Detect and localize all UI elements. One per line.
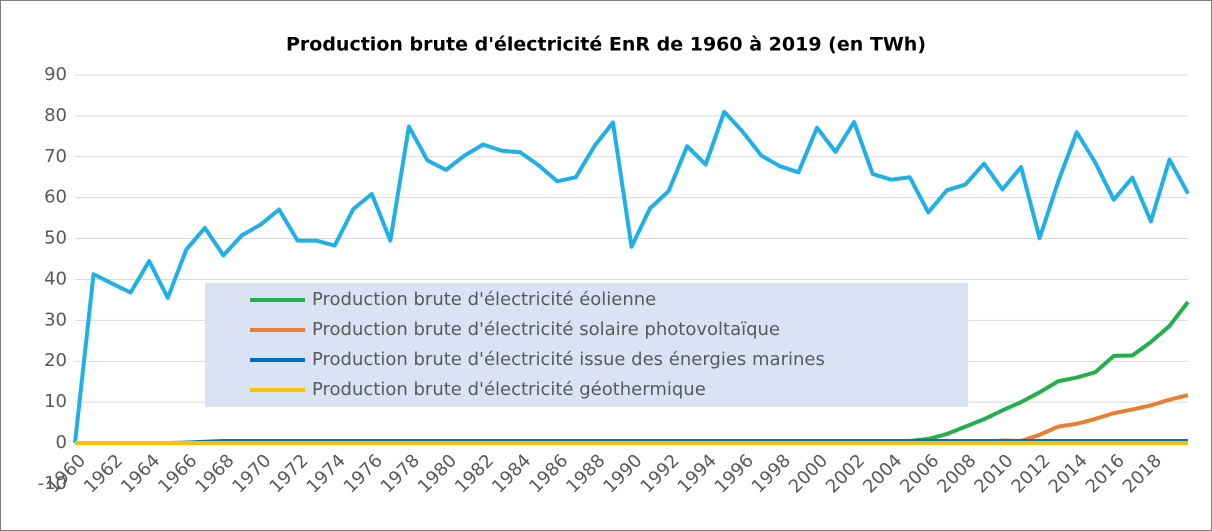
y-tick-label: 90 [44,64,67,85]
legend: Production brute d'électricité éolienne P… [205,283,968,407]
series-line [73,109,1190,444]
y-tick-label: -10 [38,473,67,494]
y-tick-label: 0 [56,432,67,453]
legend-label: Production brute d'électricité géothermi… [312,379,706,400]
y-tick-label: 80 [44,105,67,126]
y-tick-label: 20 [44,350,67,371]
legend-label: Production brute d'électricité éolienne [312,289,656,310]
y-tick-label: 70 [44,146,67,167]
y-tick-label: 10 [44,391,67,412]
y-tick-label: 30 [44,309,67,330]
legend-background [205,283,968,407]
series-line [75,438,1188,445]
chart-title: Production brute d'électricité EnR de 19… [286,34,926,56]
legend-label: Production brute d'électricité issue des… [312,349,825,370]
legend-label: Production brute d'électricité solaire p… [312,319,780,340]
y-tick-label: 50 [44,228,67,249]
y-tick-label: 40 [44,268,67,289]
y-tick-label: 60 [44,187,67,208]
